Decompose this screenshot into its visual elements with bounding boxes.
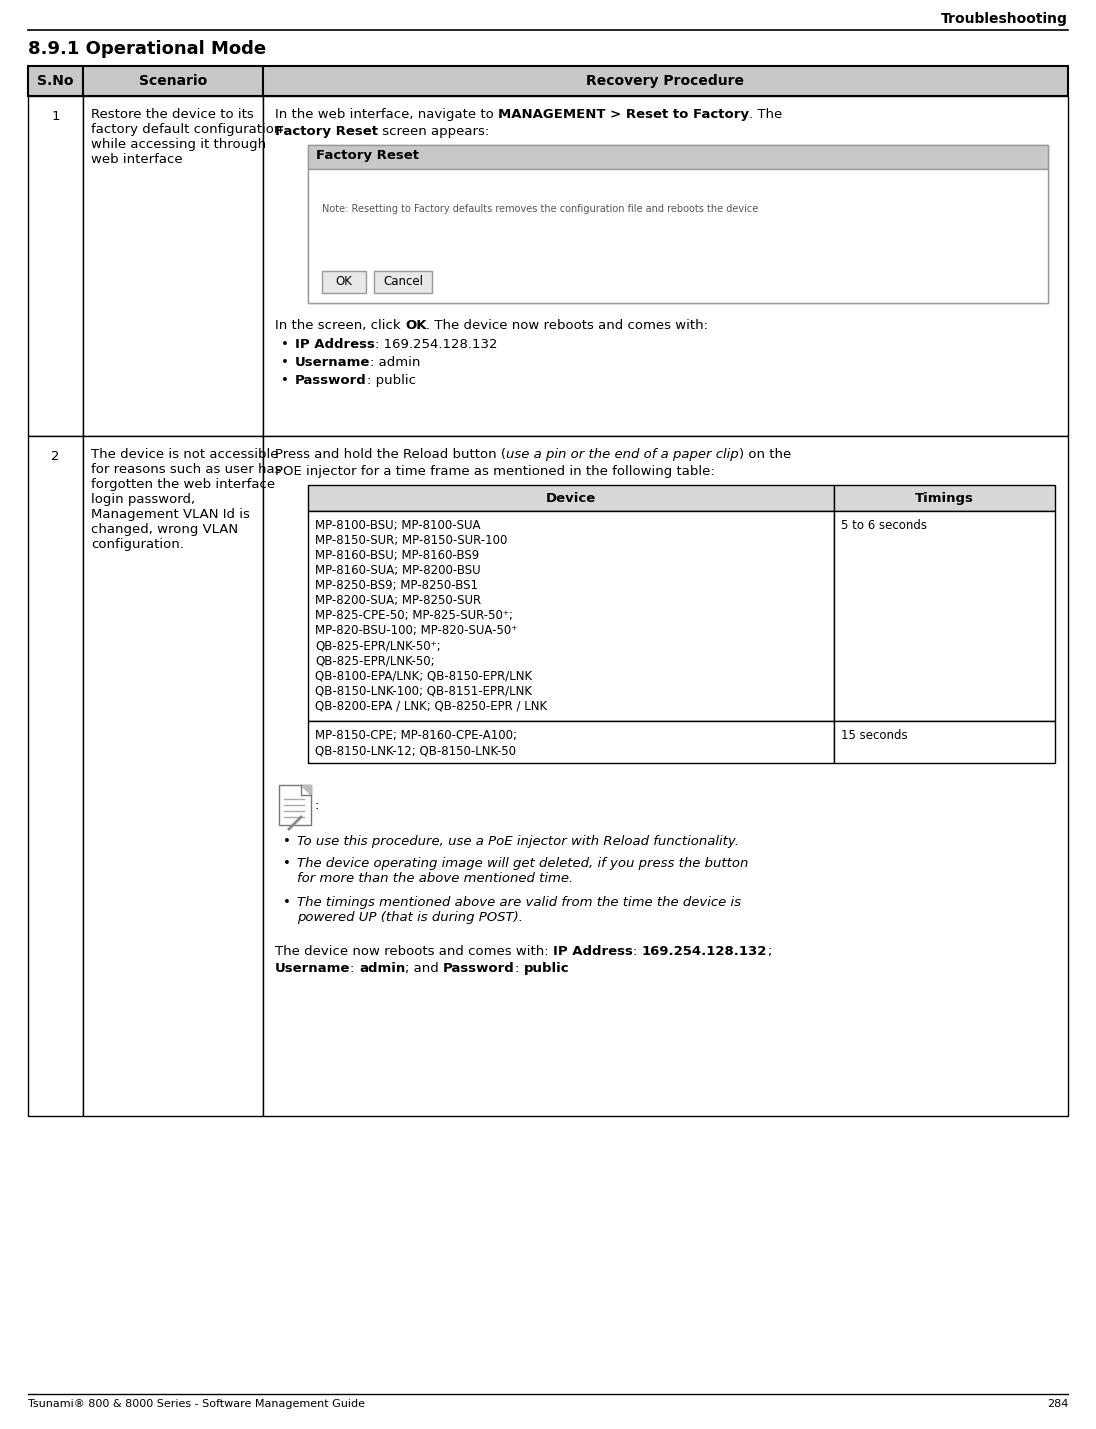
Text: : 169.254.128.132: : 169.254.128.132 (375, 339, 498, 352)
Text: Factory Reset: Factory Reset (275, 124, 378, 139)
Text: OK: OK (335, 274, 353, 289)
Text: . The device now reboots and comes with:: . The device now reboots and comes with: (426, 319, 708, 332)
Text: Factory Reset: Factory Reset (316, 149, 419, 161)
Text: Press and hold the Reload button (: Press and hold the Reload button ( (275, 449, 506, 462)
Text: In the screen, click: In the screen, click (275, 319, 404, 332)
Text: Recovery Procedure: Recovery Procedure (586, 74, 744, 89)
Bar (308, 144, 1048, 303)
Bar (308, 169, 1048, 303)
Bar (308, 722, 834, 763)
Text: 284: 284 (1047, 1399, 1068, 1409)
Bar (263, 66, 1068, 96)
Text: :: : (351, 962, 359, 975)
Text: •: • (283, 857, 290, 870)
Text: 2: 2 (52, 450, 60, 463)
Text: S.No: S.No (37, 74, 73, 89)
Text: Timings: Timings (915, 492, 974, 504)
Text: The timings mentioned above are valid from the time the device is
powered UP (th: The timings mentioned above are valid fr… (297, 896, 741, 925)
Text: To use this procedure, use a PoE injector with Reload functionality.: To use this procedure, use a PoE injecto… (297, 835, 739, 847)
Text: The device is not accessible
for reasons such as user has
forgotten the web inte: The device is not accessible for reasons… (91, 449, 282, 552)
Bar (83, 96, 263, 436)
Text: : public: : public (367, 374, 415, 387)
Text: ) on the: ) on the (739, 449, 791, 462)
Text: 8.9.1 Operational Mode: 8.9.1 Operational Mode (28, 40, 266, 59)
Text: Cancel: Cancel (383, 274, 423, 289)
Bar (263, 96, 1068, 436)
Bar (322, 272, 366, 293)
Text: Note: Resetting to Factory defaults removes the configuration file and reboots t: Note: Resetting to Factory defaults remo… (322, 204, 758, 214)
Polygon shape (301, 785, 311, 795)
Bar (83, 66, 263, 96)
Text: use a pin or the end of a paper clip: use a pin or the end of a paper clip (506, 449, 739, 462)
Text: IP Address: IP Address (295, 339, 375, 352)
Text: OK: OK (404, 319, 426, 332)
Text: Device: Device (546, 492, 596, 504)
Bar (263, 436, 1068, 1116)
Text: Tsunami® 800 & 8000 Series - Software Management Guide: Tsunami® 800 & 8000 Series - Software Ma… (28, 1399, 365, 1409)
Text: In the web interface, navigate to: In the web interface, navigate to (275, 109, 498, 121)
Text: The device operating image will get deleted, if you press the button
for more th: The device operating image will get dele… (297, 857, 749, 885)
Bar (28, 96, 83, 436)
Text: POE injector for a time frame as mentioned in the following table:: POE injector for a time frame as mention… (275, 464, 715, 477)
Bar (279, 785, 311, 825)
Text: •: • (283, 896, 290, 909)
Text: Scenario: Scenario (139, 74, 207, 89)
Text: MP-8150-CPE; MP-8160-CPE-A100;
QB-8150-LNK-12; QB-8150-LNK-50: MP-8150-CPE; MP-8160-CPE-A100; QB-8150-L… (315, 729, 517, 757)
Text: Password: Password (443, 962, 515, 975)
Text: 15 seconds: 15 seconds (841, 729, 907, 742)
Text: •: • (281, 356, 289, 369)
Text: •: • (283, 835, 290, 847)
Text: screen appears:: screen appears: (378, 124, 489, 139)
Text: •: • (281, 339, 289, 352)
Text: IP Address: IP Address (552, 945, 632, 957)
Bar (834, 484, 1055, 512)
Text: public: public (524, 962, 569, 975)
Text: •: • (281, 374, 289, 387)
Text: Username: Username (295, 356, 370, 369)
Text: admin: admin (359, 962, 406, 975)
Text: ; and: ; and (406, 962, 443, 975)
Text: . The: . The (749, 109, 783, 121)
Bar (308, 144, 1048, 169)
Bar (308, 512, 834, 722)
Bar (834, 512, 1055, 722)
Text: :: : (632, 945, 641, 957)
Text: MANAGEMENT > Reset to Factory: MANAGEMENT > Reset to Factory (498, 109, 749, 121)
Text: 5 to 6 seconds: 5 to 6 seconds (841, 519, 927, 532)
Text: 1: 1 (52, 110, 60, 123)
Bar (83, 436, 263, 1116)
Text: :: : (515, 962, 524, 975)
Text: Troubleshooting: Troubleshooting (941, 11, 1068, 26)
Bar (374, 272, 432, 293)
Bar (308, 484, 834, 512)
Bar (28, 66, 83, 96)
Text: : admin: : admin (370, 356, 421, 369)
Text: Restore the device to its
factory default configuration
while accessing it throu: Restore the device to its factory defaul… (91, 109, 283, 166)
Text: MP-8100-BSU; MP-8100-SUA
MP-8150-SUR; MP-8150-SUR-100
MP-8160-BSU; MP-8160-BS9
M: MP-8100-BSU; MP-8100-SUA MP-8150-SUR; MP… (315, 519, 547, 712)
Text: :: : (315, 799, 319, 812)
Text: 169.254.128.132: 169.254.128.132 (641, 945, 767, 957)
Text: The device now reboots and comes with:: The device now reboots and comes with: (275, 945, 552, 957)
Text: Username: Username (275, 962, 351, 975)
Text: ;: ; (767, 945, 772, 957)
Bar (834, 722, 1055, 763)
Bar (28, 436, 83, 1116)
Text: Password: Password (295, 374, 367, 387)
